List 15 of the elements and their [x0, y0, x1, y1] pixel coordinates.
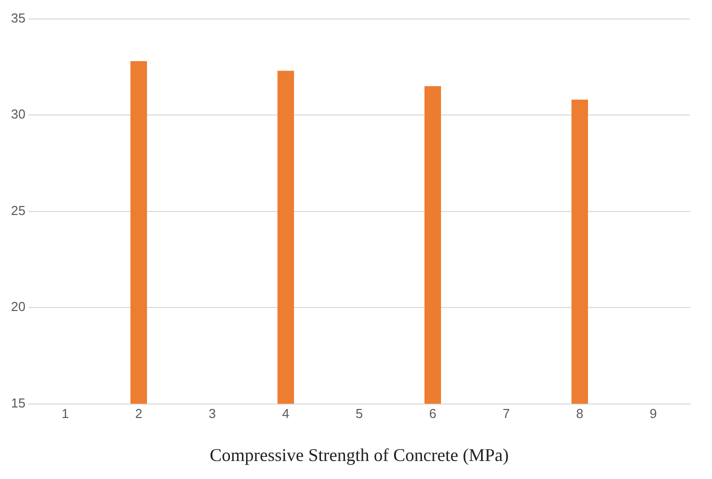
x-tick-label: 8: [576, 406, 584, 422]
x-axis-title: Compressive Strength of Concrete (MPa): [210, 444, 509, 465]
y-tick-label: 35: [10, 10, 26, 26]
y-tick-label: 20: [10, 299, 26, 314]
y-tick-label: 30: [10, 106, 26, 122]
x-tick-label: 4: [282, 406, 290, 422]
x-tick-label: 9: [650, 406, 657, 422]
x-tick-label: 2: [135, 406, 142, 422]
x-tick-label: 1: [62, 406, 69, 422]
x-tick-label: 5: [356, 406, 363, 422]
y-tick-label: 15: [10, 395, 26, 410]
x-tick-label: 3: [208, 406, 216, 422]
y-tick-label: 25: [10, 202, 26, 218]
x-tick-label: 6: [429, 406, 436, 422]
x-tick-label: 7: [502, 406, 510, 422]
